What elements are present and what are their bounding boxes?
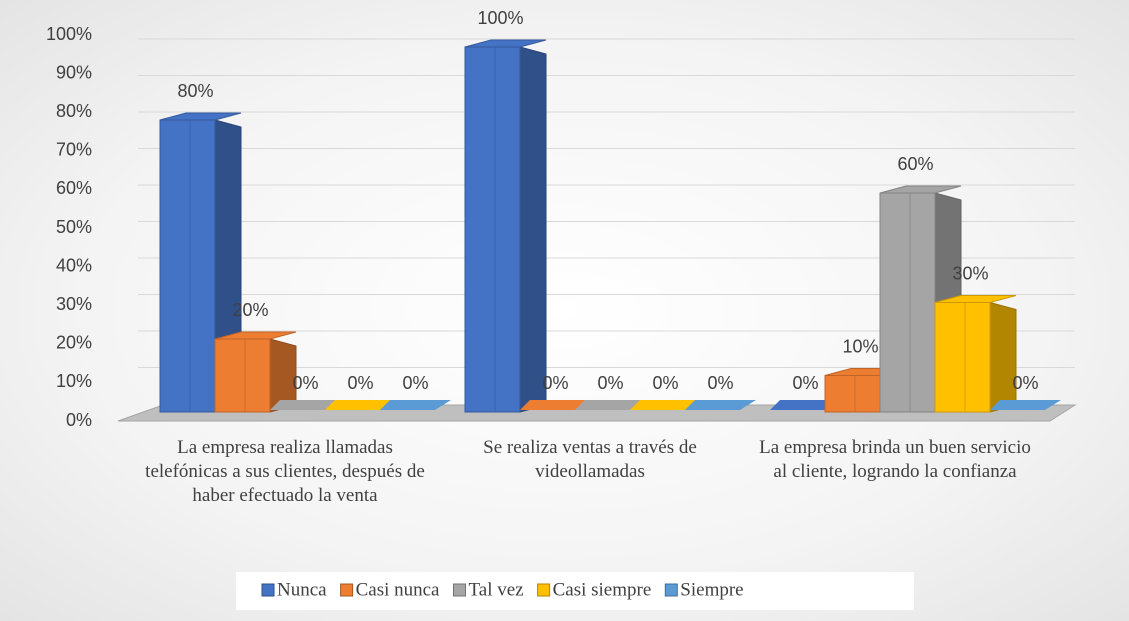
bar-top — [879, 185, 962, 194]
bar — [934, 295, 1017, 413]
bar — [380, 400, 451, 410]
bar — [770, 400, 841, 410]
value-label: 0% — [292, 373, 318, 393]
bar-side — [519, 46, 547, 413]
value-label: 100% — [477, 8, 523, 28]
x-tick-label: La empresa brinda un buen servicio al cl… — [759, 437, 1031, 482]
y-tick-label: 70% — [56, 140, 92, 160]
legend-label: Siempre — [680, 579, 743, 600]
legend-label: Casi siempre — [553, 579, 652, 600]
bar-flat — [520, 400, 591, 410]
bar-flat — [770, 400, 841, 410]
value-label: 0% — [347, 373, 373, 393]
bar-top — [159, 112, 242, 121]
bar-flat — [685, 400, 756, 410]
value-label: 30% — [952, 263, 988, 283]
bar-flat — [270, 400, 341, 410]
bar-front — [464, 46, 521, 413]
legend-label: Nunca — [277, 579, 327, 600]
legend-swatch — [340, 583, 354, 597]
bar — [630, 400, 701, 410]
bar-flat — [380, 400, 451, 410]
value-label: 10% — [842, 336, 878, 356]
bar — [990, 400, 1061, 410]
bar-front — [934, 302, 991, 413]
legend-swatch — [664, 583, 678, 597]
legend-label: Tal vez — [469, 579, 524, 600]
bar — [520, 400, 591, 410]
value-label: 0% — [652, 373, 678, 393]
y-tick-label: 50% — [56, 217, 92, 237]
bar-flat — [575, 400, 646, 410]
y-tick-label: 10% — [56, 371, 92, 391]
value-label: 0% — [402, 373, 428, 393]
x-tick-label: Se realiza ventas a través de videollama… — [483, 437, 697, 482]
bar — [685, 400, 756, 410]
y-tick-label: 20% — [56, 333, 92, 353]
bar — [464, 39, 547, 413]
bar-side — [989, 301, 1017, 413]
bar-front — [159, 119, 216, 413]
bar-front — [824, 375, 881, 413]
value-label: 60% — [897, 154, 933, 174]
value-label: 0% — [792, 373, 818, 393]
bar-front — [879, 192, 936, 413]
y-tick-label: 100% — [46, 24, 92, 44]
y-tick-label: 40% — [56, 255, 92, 275]
bar — [575, 400, 646, 410]
bar — [214, 331, 297, 413]
value-label: 80% — [177, 81, 213, 101]
y-tick-label: 30% — [56, 294, 92, 314]
bar — [270, 400, 341, 410]
bar-top — [464, 39, 547, 48]
y-tick-label: 90% — [56, 62, 92, 82]
legend-swatch — [537, 583, 551, 597]
y-tick-label: 80% — [56, 101, 92, 121]
y-tick-label: 60% — [56, 178, 92, 198]
y-tick-label: 0% — [66, 410, 92, 430]
value-label: 0% — [597, 373, 623, 393]
bar-flat — [325, 400, 396, 410]
legend-swatch — [261, 583, 275, 597]
legend-label: Casi nunca — [356, 579, 440, 600]
value-label: 0% — [542, 373, 568, 393]
bar-flat — [630, 400, 701, 410]
bar — [325, 400, 396, 410]
x-tick-label: La empresa realiza llamadas telefónicas … — [145, 437, 425, 506]
value-label: 20% — [232, 300, 268, 320]
bar-front — [214, 338, 271, 413]
value-label: 0% — [707, 373, 733, 393]
value-label: 0% — [1012, 373, 1038, 393]
legend-swatch — [453, 583, 466, 597]
bar-flat — [990, 400, 1061, 410]
